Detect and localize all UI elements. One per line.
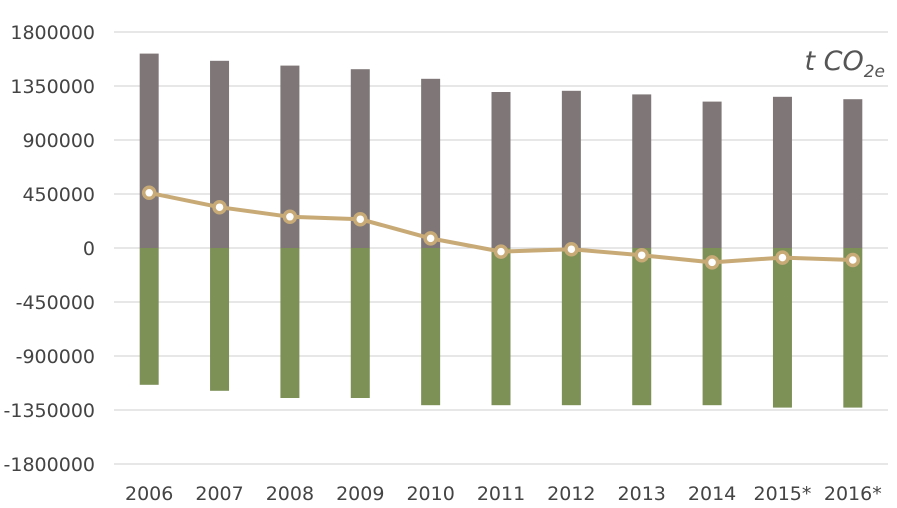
emissions-bar [280, 65, 300, 248]
x-tick-label: 2009 [336, 483, 384, 505]
x-tick-label: 2010 [406, 483, 454, 505]
sink-bar [280, 248, 300, 398]
net-line-point [493, 244, 509, 259]
bars [139, 53, 863, 408]
net-line-point [423, 231, 438, 246]
emissions-bar [350, 69, 370, 248]
y-tick-label: 1350000 [10, 76, 95, 98]
sink-bar [421, 248, 441, 406]
net-line-point [141, 185, 157, 201]
x-tick-label: 2011 [477, 483, 525, 505]
emissions-bar [702, 101, 722, 248]
y-tick-label: 900000 [22, 130, 95, 152]
net-line-point [845, 252, 861, 268]
x-tick-label: 2006 [125, 483, 173, 505]
emissions-bar [772, 96, 792, 248]
emissions-bar [210, 60, 230, 248]
sink-bar [139, 248, 159, 385]
net-line-series [141, 185, 861, 270]
net-line-point [634, 247, 649, 263]
net-line-point [282, 209, 298, 225]
emissions-bar [632, 94, 652, 249]
y-tick-label: -900000 [16, 346, 95, 368]
x-tick-label: 2016* [824, 483, 882, 505]
emissions-bar [843, 99, 863, 248]
sink-bar [632, 248, 652, 406]
x-tick-label: 2012 [547, 483, 595, 505]
y-tick-label: -1800000 [4, 454, 95, 476]
x-tick-label: 2008 [266, 483, 314, 505]
x-tick-label: 2007 [195, 483, 243, 505]
y-tick-label: -450000 [16, 292, 95, 314]
sink-bar [210, 248, 230, 391]
sink-bar [772, 248, 792, 408]
sink-bar [350, 248, 370, 398]
y-axis-ticks: 1800000 1350000 900000 450000 0 -450000 -90000… [4, 22, 95, 476]
emissions-bar [491, 92, 511, 248]
net-line-point [775, 250, 790, 265]
x-tick-label: 2013 [618, 483, 666, 505]
net-line-point [564, 241, 579, 257]
emissions-bar [139, 53, 159, 248]
x-tick-label: 2014 [688, 483, 736, 505]
sink-bar [843, 248, 863, 408]
y-tick-label: -1350000 [4, 400, 95, 422]
y-tick-label: 0 [83, 238, 95, 260]
sink-bar [561, 248, 581, 406]
x-tick-label: 2015* [754, 483, 812, 505]
emissions-bar [421, 78, 441, 248]
y-tick-label: 450000 [22, 184, 95, 206]
emissions-bar [561, 90, 581, 248]
x-axis-ticks: 2006 2007 2008 2009 2010 2011 2012 2013 2014 2015… [125, 483, 882, 505]
unit-label: t CO2e [804, 46, 885, 82]
y-tick-label: 1800000 [10, 22, 95, 44]
net-line-point [704, 255, 720, 270]
net-line-point [353, 211, 368, 227]
net-line-point [212, 199, 227, 215]
sink-bar [491, 248, 511, 406]
sink-bar [702, 248, 722, 406]
